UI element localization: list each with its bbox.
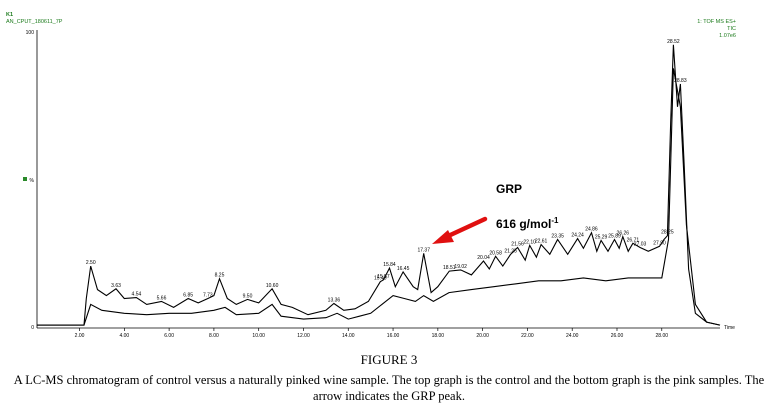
x-tick-label: 10.00 <box>252 333 265 339</box>
peak-label: 20.04 <box>477 255 490 261</box>
peak-label: 24.86 <box>585 227 598 233</box>
x-tick-label: 8.00 <box>209 333 219 339</box>
peak-labels: 2.50 3.63 4.54 5.66 6.85 7.73 8.25 9.50 10.60 13.… <box>86 39 687 304</box>
peak-label: 19.02 <box>454 264 467 270</box>
peak-label: 16.45 <box>397 266 410 272</box>
scan-mode-label: 1: TOF MS ES+ <box>697 19 736 25</box>
y-max-label: 100 <box>26 30 35 36</box>
peak-label: 28.25 <box>661 230 674 236</box>
peak-label: 27.90 <box>653 240 666 246</box>
intensity-label: 1.07e6 <box>719 33 736 39</box>
figure-caption: A LC-MS chromatogram of control versus a… <box>13 373 765 403</box>
peak-label: 15.57 <box>377 274 390 280</box>
peak-label: 22.10 <box>523 239 536 245</box>
x-tick-label: 14.00 <box>342 333 355 339</box>
peak-label: 26.26 <box>617 231 630 237</box>
peak-label: 24.24 <box>571 233 584 239</box>
x-tick-label: 22.00 <box>521 333 534 339</box>
trace-type-label: TIC <box>727 26 736 32</box>
peak-label: 22.61 <box>535 239 548 245</box>
pink-trace <box>37 68 721 326</box>
x-tick-label: 20.00 <box>476 333 489 339</box>
peak-label: 28.52 <box>667 39 680 45</box>
peak-label: 15.84 <box>383 262 396 268</box>
control-trace <box>37 44 721 326</box>
peak-label: 9.50 <box>243 293 253 299</box>
peak-label: 25.29 <box>595 234 608 240</box>
peak-label: 25.89 <box>608 234 621 240</box>
peak-label: 2.50 <box>86 260 96 266</box>
x-tick-label: 6.00 <box>164 333 174 339</box>
chromatogram-chart: K1 AN_CPUT_180611_7P 1: TOF MS ES+ TIC 1… <box>6 12 736 339</box>
peak-label: 18.51 <box>443 265 456 271</box>
x-ticks: 2.00 4.00 6.00 8.00 10.00 12.00 14.00 16.00 18.0… <box>75 328 669 339</box>
grp-arrow-shaft <box>443 216 488 240</box>
x-tick-label: 26.00 <box>611 333 624 339</box>
panel-id-label: K1 <box>6 12 13 18</box>
x-tick-label: 28.00 <box>656 333 669 339</box>
peak-label: 6.85 <box>183 293 193 299</box>
x-tick-label: 2.00 <box>75 333 85 339</box>
peak-label: 27.03 <box>634 241 647 247</box>
x-tick-label: 18.00 <box>432 333 445 339</box>
peak-label: 21.56 <box>511 241 524 247</box>
x-tick-label: 24.00 <box>566 333 579 339</box>
peak-label: 4.54 <box>132 292 142 298</box>
peak-label: 17.37 <box>417 247 430 253</box>
peak-label: 26.71 <box>627 237 640 243</box>
y-axis-marker-icon <box>23 177 27 181</box>
peak-label: 10.60 <box>266 283 279 289</box>
peak-label: 5.66 <box>157 295 167 301</box>
peak-label: 7.73 <box>203 293 213 299</box>
sample-id-label: AN_CPUT_180611_7P <box>6 19 63 25</box>
peak-label: 28.83 <box>674 78 687 84</box>
x-tick-label: 4.00 <box>119 333 129 339</box>
x-tick-label: 12.00 <box>297 333 310 339</box>
x-unit-label: Time <box>724 325 735 331</box>
peak-label: 3.63 <box>111 283 121 289</box>
grp-arrow-head-icon <box>432 230 454 244</box>
peak-label: 15.43 <box>374 276 387 282</box>
x-tick-label: 16.00 <box>387 333 400 339</box>
grp-label: GRP <box>496 182 522 196</box>
y-zero-label: 0 <box>31 325 34 331</box>
peak-label: 21.25 <box>504 248 517 254</box>
peak-label: 13.36 <box>328 298 341 304</box>
peak-label: 8.25 <box>215 273 225 279</box>
figure-title: FIGURE 3 <box>360 352 418 367</box>
y-unit-label: % <box>30 178 35 184</box>
peak-label: 23.35 <box>551 234 564 240</box>
peak-label: 20.58 <box>489 250 502 256</box>
grp-mass-label: 616 g/mol-1 <box>496 216 559 231</box>
